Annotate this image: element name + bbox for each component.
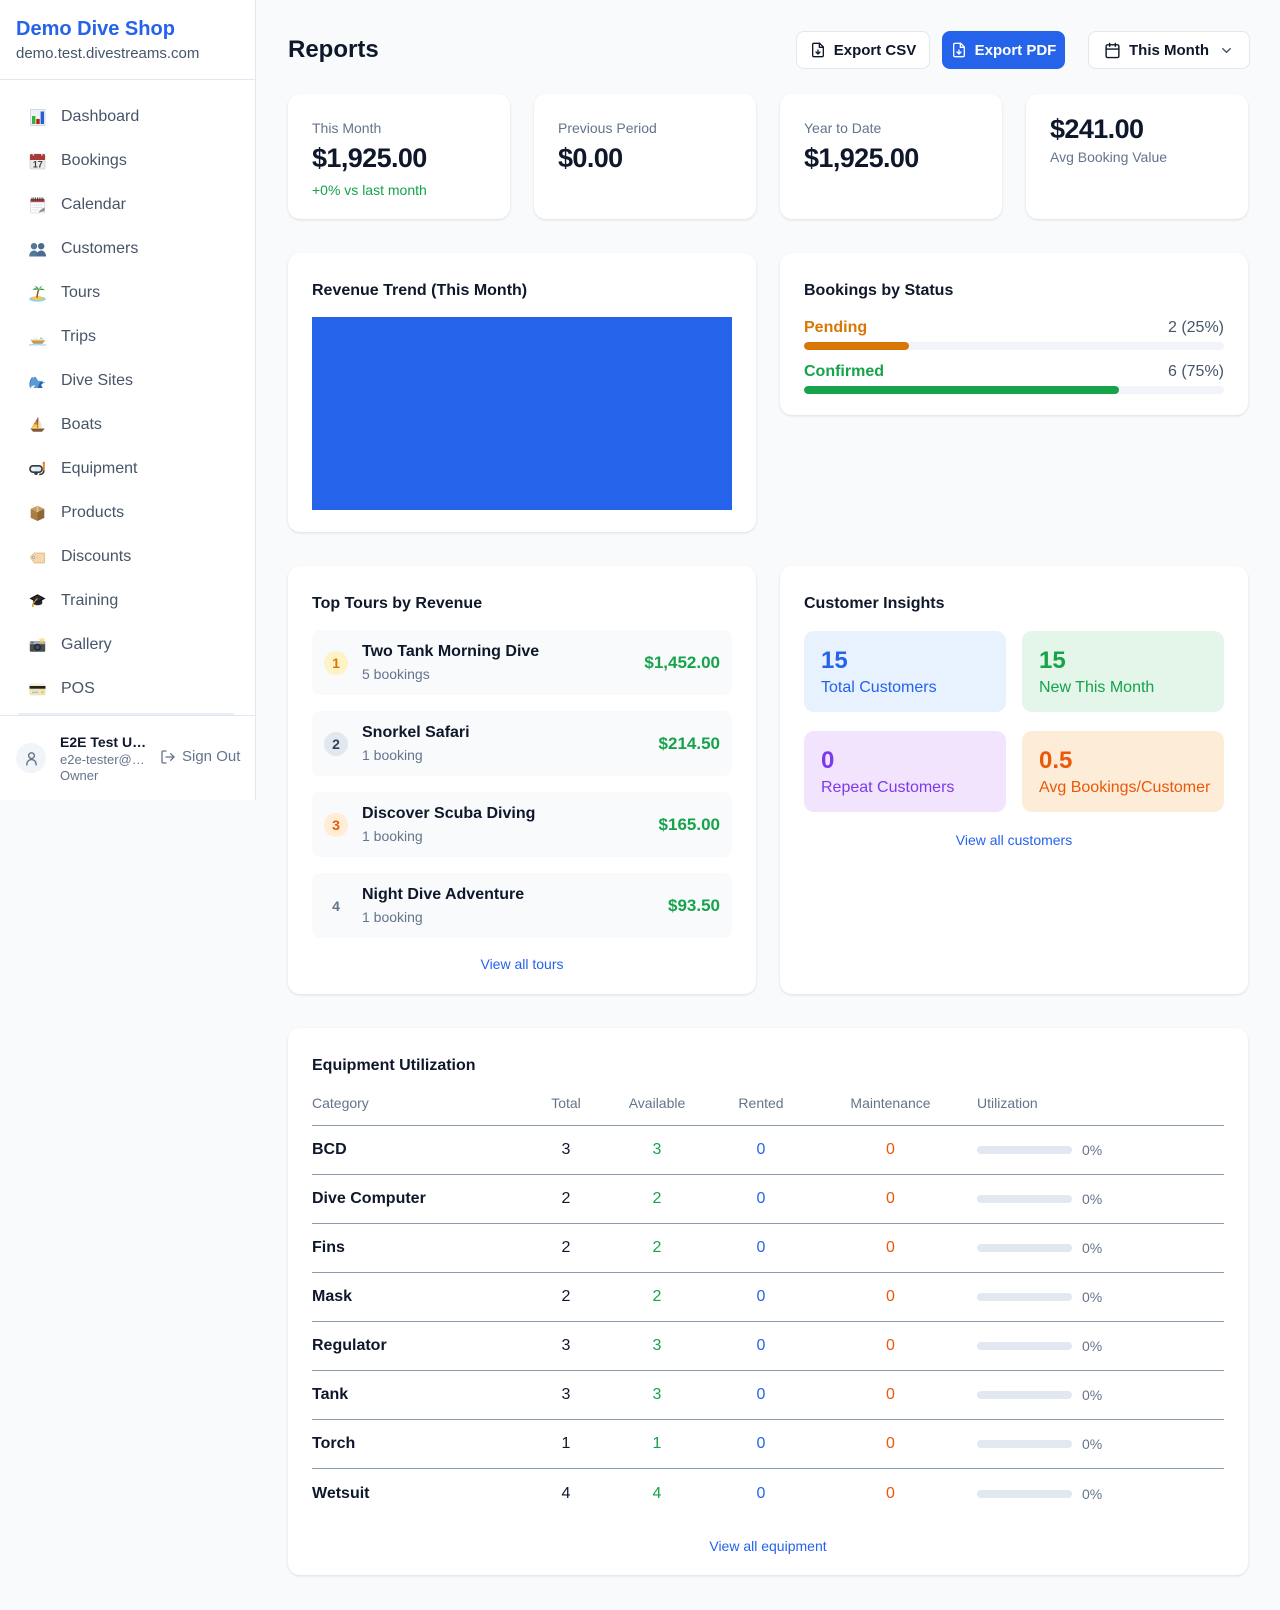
svg-text:17: 17 bbox=[33, 159, 43, 169]
